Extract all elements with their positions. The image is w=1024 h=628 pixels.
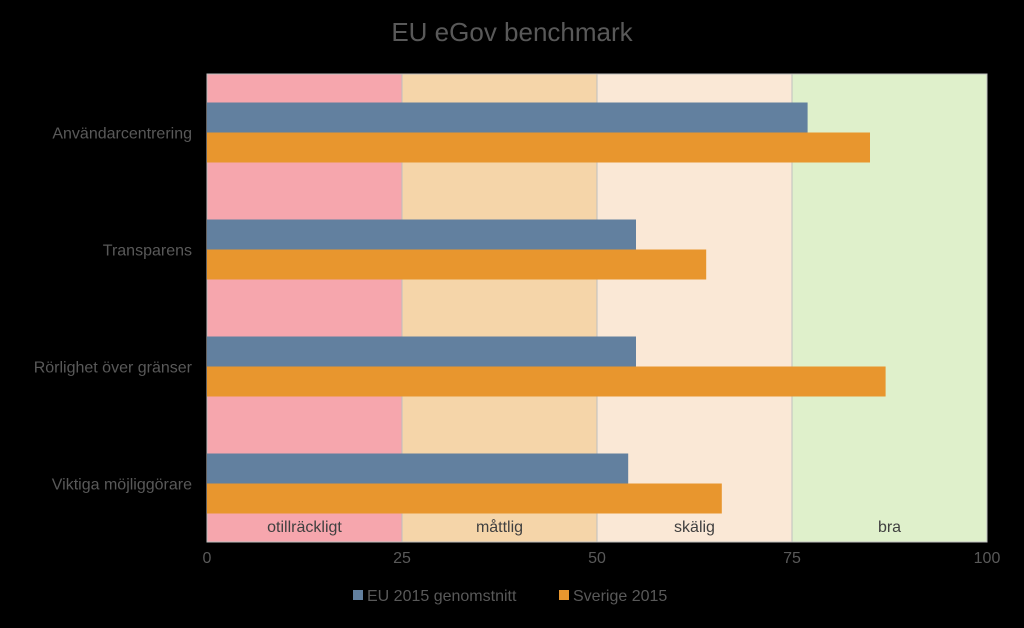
x-tick-label-0: 0: [203, 550, 212, 567]
bar-eu-4: [207, 453, 629, 484]
bar-sverige-1: [207, 132, 870, 163]
category-label-2: Transparens: [103, 243, 192, 260]
chart-title: EU eGov benchmark: [391, 17, 633, 47]
category-label-4: Viktiga möjliggörare: [52, 477, 192, 494]
band-label-2: måttlig: [476, 518, 523, 536]
x-tick-label-75: 75: [783, 550, 801, 567]
bar-sverige-3: [207, 366, 886, 397]
legend-label-eu: EU 2015 genomstnitt: [367, 588, 517, 605]
category-label-1: Användarcentrering: [52, 126, 192, 143]
bar-eu-1: [207, 102, 808, 133]
band-label-4: bra: [878, 519, 901, 536]
x-tick-label-25: 25: [393, 550, 411, 567]
category-label-3: Rörlighet över gränser: [34, 360, 193, 377]
plot-border: [206, 73, 988, 543]
bar-eu-2: [207, 219, 636, 250]
bar-eu-3: [207, 336, 636, 367]
bar-sverige-4: [207, 483, 722, 514]
legend-swatch-sverige: [559, 590, 569, 600]
x-tick-label-50: 50: [588, 550, 606, 567]
bar-sverige-2: [207, 249, 707, 280]
legend-swatch-eu: [353, 590, 363, 600]
band-label-1: otillräckligt: [267, 519, 342, 536]
legend-label-sverige: Sverige 2015: [573, 588, 667, 605]
band-label-3: skälig: [674, 519, 715, 536]
x-tick-label-100: 100: [974, 550, 1001, 567]
